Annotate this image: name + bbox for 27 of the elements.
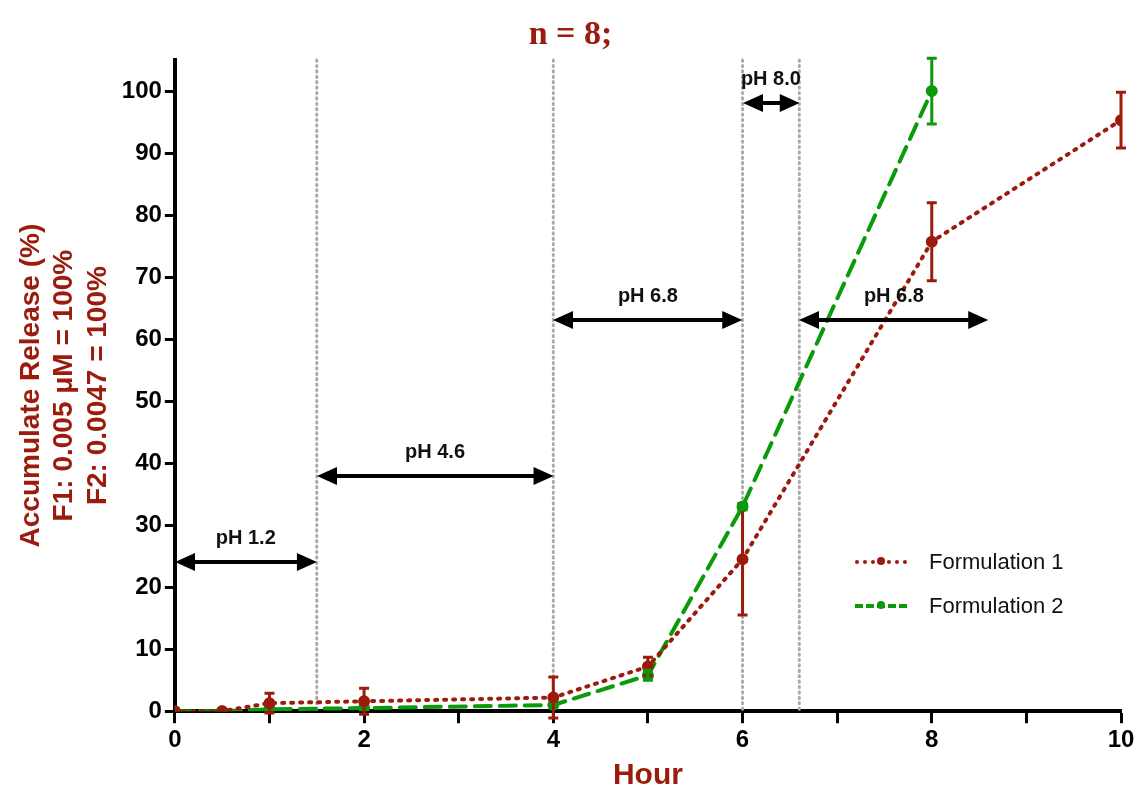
y-axis-title: Accumulate Release (%) F1: 0.005 μM = 100% F2: 0.0047 = 100%: [13, 223, 112, 548]
y-tick-label: 80: [135, 199, 162, 227]
x-tick-label: 2: [357, 725, 371, 753]
x-tick-label: 4: [546, 725, 561, 753]
x-tick-label: 10: [1107, 725, 1135, 753]
annotation: pH 8.0: [740, 67, 801, 91]
chart-title: n = 8;: [527, 14, 614, 52]
y-tick-label: 100: [121, 75, 162, 103]
y-tick-label: 0: [148, 695, 162, 723]
x-tick-label: 0: [168, 725, 182, 753]
y-tick-label: 20: [135, 571, 162, 599]
x-axis-title: Hour: [612, 757, 684, 791]
legend-label: Formulation 2: [929, 593, 1064, 619]
x-tick-label: 8: [925, 725, 939, 753]
y-tick-label: 90: [135, 137, 162, 165]
y-tick-label: 10: [135, 633, 162, 661]
x-tick-label: 6: [735, 725, 750, 753]
y-tick-label: 50: [135, 385, 162, 413]
annotation: pH 1.2: [215, 526, 276, 550]
y-tick-label: 30: [135, 509, 162, 537]
annotation: pH 6.8: [863, 284, 924, 308]
annotation: pH 6.8: [617, 284, 678, 308]
y-tick-label: 60: [135, 323, 162, 351]
y-tick-label: 70: [135, 261, 162, 289]
annotation: pH 4.6: [405, 439, 466, 463]
y-tick-label: 40: [135, 447, 162, 475]
legend-label: Formulation 1: [929, 549, 1064, 575]
